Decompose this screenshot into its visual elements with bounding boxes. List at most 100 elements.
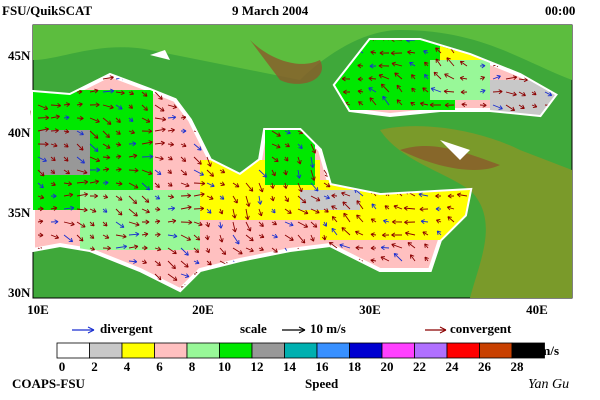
wind-arrow	[154, 182, 160, 189]
wind-arrow	[89, 117, 100, 124]
wind-arrow	[443, 89, 455, 94]
wind-arrow	[50, 128, 59, 134]
wind-arrow	[342, 89, 351, 95]
wind-arrow	[115, 167, 122, 173]
lon-label: 30E	[359, 302, 381, 317]
colorbar-box	[154, 342, 188, 359]
wind-arrow	[271, 130, 281, 137]
wind-arrow	[89, 208, 97, 213]
wind-arrow	[339, 243, 351, 249]
wind-arrow	[444, 73, 455, 80]
colorbar-tick: 8	[189, 359, 196, 374]
wind-arrow	[180, 182, 190, 188]
wind-arrow	[63, 128, 70, 134]
wind-arrow	[310, 182, 319, 192]
wind-arrow	[128, 153, 138, 159]
wind-arrow	[76, 234, 84, 242]
wind-arrow	[245, 182, 254, 192]
wind-arrow	[180, 193, 192, 199]
wind-arrow	[436, 230, 442, 236]
colorbar: 0 2 4 6 8 10 12 14 16 18 20 22 24 26 28m/s	[56, 342, 560, 374]
wind-arrow	[128, 195, 138, 205]
wind-arrow	[404, 219, 416, 225]
wind-arrow	[50, 206, 58, 211]
wind-arrow	[479, 88, 486, 94]
header-date: 9 March 2004	[232, 3, 309, 18]
wind-arrow	[297, 234, 306, 244]
wind-arrow	[180, 273, 190, 278]
wind-arrow	[371, 203, 377, 210]
wind-arrow	[154, 116, 167, 122]
wind-arrow	[154, 140, 165, 146]
wind-arrow	[37, 141, 49, 147]
colorbar-tick: 6	[156, 359, 163, 374]
wind-arrow	[89, 179, 100, 185]
colorbar-title: Speed	[305, 376, 339, 391]
lon-label: 10E	[27, 302, 49, 317]
wind-arrow	[50, 103, 62, 108]
wind-arrow	[128, 141, 137, 147]
wind-arrow	[76, 179, 89, 185]
wind-arrow	[89, 246, 96, 251]
wind-arrow	[115, 104, 123, 110]
colorbar-box	[121, 342, 155, 359]
wind-arrow	[102, 88, 115, 94]
wind-arrow	[219, 168, 226, 174]
wind-arrow	[492, 74, 501, 80]
wind-arrow	[390, 40, 403, 42]
wind-arrow	[271, 247, 278, 253]
wind-arrow	[154, 127, 166, 133]
wind-arrow	[231, 208, 237, 219]
colorbar-tick: 10	[218, 359, 231, 374]
wind-arrow	[258, 233, 265, 239]
wind-arrow	[284, 208, 292, 214]
wind-arrow	[219, 181, 225, 186]
wind-arrow	[424, 61, 429, 67]
wind-arrow	[37, 156, 47, 163]
wind-arrow	[180, 205, 192, 210]
wind-arrow	[115, 195, 123, 201]
wind-arrow	[409, 254, 416, 262]
wind-arrow	[141, 232, 149, 237]
wind-arrow	[341, 191, 351, 197]
wind-arrow	[218, 221, 223, 229]
colorbar-tick: 28	[511, 359, 525, 374]
wind-arrow	[167, 155, 173, 161]
wind-arrow	[368, 76, 377, 82]
wind-arrow	[370, 232, 377, 238]
wind-arrow	[435, 206, 442, 212]
wind-arrow	[391, 61, 403, 67]
wind-arrow	[379, 50, 390, 56]
divergent-label: divergent	[100, 321, 153, 336]
colorbar-box	[349, 342, 383, 359]
wind-arrow	[63, 181, 73, 187]
wind-arrow	[63, 205, 75, 211]
wind-arrow	[433, 71, 442, 80]
wind-arrow	[232, 182, 240, 188]
wind-arrow	[154, 195, 161, 200]
wind-arrow	[167, 233, 178, 239]
wind-arrow	[310, 143, 317, 154]
wind-arrow	[232, 195, 238, 204]
wind-arrow	[63, 192, 74, 198]
wind-arrow	[435, 47, 442, 54]
wind-arrow	[518, 77, 528, 83]
wind-arrow	[447, 193, 455, 199]
wind-arrow	[419, 101, 429, 107]
wind-arrow	[258, 246, 264, 252]
wind-arrow	[141, 245, 148, 251]
wind-arrow	[341, 76, 351, 82]
colorbar-unit: m/s	[540, 343, 560, 358]
wind-arrow	[180, 115, 187, 121]
wind-arrow	[115, 208, 123, 216]
wind-arrow	[271, 208, 276, 214]
wind-arrow	[271, 233, 278, 239]
wind-arrow	[63, 156, 69, 162]
wind-arrow	[154, 104, 165, 112]
lat-label: 40N	[8, 125, 31, 140]
wind-arrow	[429, 102, 442, 108]
wind-arrow	[396, 99, 403, 106]
wind-arrow	[368, 87, 377, 93]
wind-arrow	[381, 232, 390, 238]
wind-arrow	[180, 219, 193, 225]
